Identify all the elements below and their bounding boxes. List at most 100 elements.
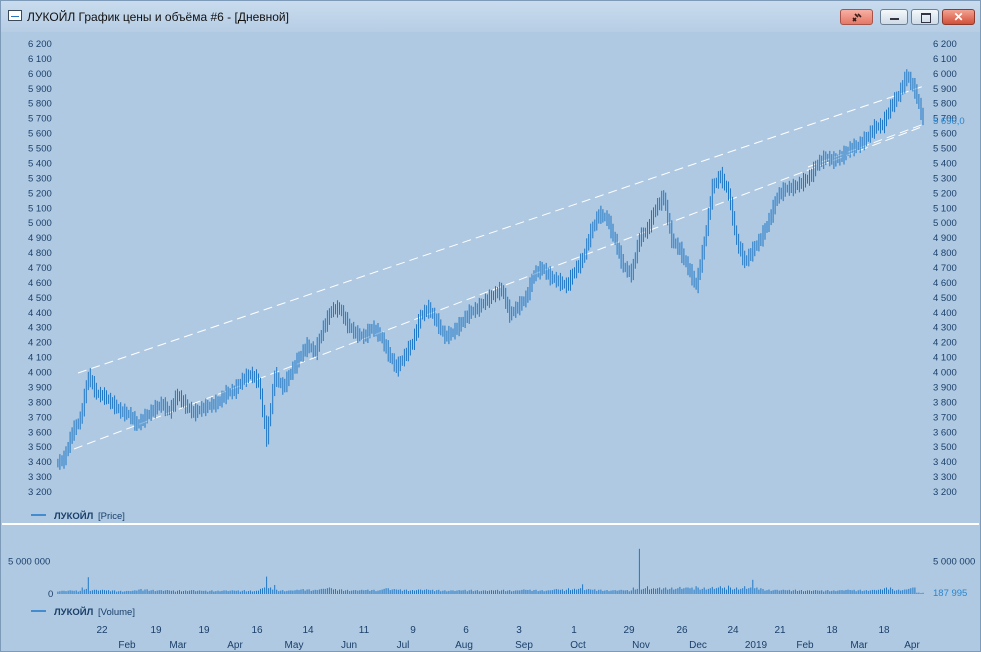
volume-axis-tick-left: 5 000 000 bbox=[8, 557, 50, 568]
price-axis-tick-left: 3 600 bbox=[28, 427, 52, 438]
price-volume-chart[interactable]: 6 200 6 200 6 100 6 100 6 000 6 000 5 900 5 900… bbox=[2, 32, 979, 651]
date-tick-month: Feb bbox=[118, 640, 136, 651]
date-tick-day: 22 bbox=[96, 625, 108, 636]
price-axis-tick-right: 4 400 bbox=[933, 308, 957, 319]
maximize-button[interactable] bbox=[911, 9, 939, 25]
price-axis-tick-left: 5 900 bbox=[28, 84, 52, 95]
volume-axis-tick-right: 5 000 000 bbox=[933, 557, 975, 568]
date-tick-month: Jul bbox=[397, 640, 410, 651]
date-tick-month: Mar bbox=[850, 640, 868, 651]
price-axis-tick-left: 3 800 bbox=[28, 397, 52, 408]
price-axis-tick-left: 5 600 bbox=[28, 129, 52, 140]
price-axis-tick-right: 5 100 bbox=[933, 203, 957, 214]
window-title: ЛУКОЙЛ График цены и объёма #6 - [Дневно… bbox=[27, 10, 289, 24]
price-axis-tick-left: 4 200 bbox=[28, 338, 52, 349]
volume-axis-labels: 5 000 000 0 5 000 000 bbox=[8, 557, 975, 600]
price-axis-tick-right: 4 200 bbox=[933, 338, 957, 349]
date-tick-month: Jun bbox=[341, 640, 357, 651]
price-axis-tick-left: 5 000 bbox=[28, 218, 52, 229]
date-tick-day: 16 bbox=[251, 625, 263, 636]
price-axis-tick-right: 5 900 bbox=[933, 84, 957, 95]
price-axis-tick-right: 4 700 bbox=[933, 263, 957, 274]
price-axis-tick-right: 5 800 bbox=[933, 99, 957, 110]
price-axis-tick-right: 5 600 bbox=[933, 129, 957, 140]
price-axis-tick-left: 4 500 bbox=[28, 293, 52, 304]
price-axis-tick-right: 5 500 bbox=[933, 144, 957, 155]
price-axis-tick-right: 3 400 bbox=[933, 457, 957, 468]
channel-lower-line bbox=[73, 125, 925, 450]
date-tick-day: 21 bbox=[774, 625, 786, 636]
close-icon: ✕ bbox=[953, 10, 964, 24]
minimize-button[interactable] bbox=[880, 9, 908, 25]
price-legend-tag: [Price] bbox=[98, 511, 125, 522]
price-axis-tick-left: 3 700 bbox=[28, 412, 52, 423]
price-axis-tick-right: 3 300 bbox=[933, 472, 957, 483]
date-tick-day: 24 bbox=[727, 625, 739, 636]
price-axis-tick-left: 6 100 bbox=[28, 54, 52, 65]
price-axis-tick-left: 4 700 bbox=[28, 263, 52, 274]
price-axis-tick-right: 6 000 bbox=[933, 69, 957, 80]
date-tick-day: 19 bbox=[150, 625, 162, 636]
price-axis-tick-left: 5 200 bbox=[28, 188, 52, 199]
price-legend: ЛУКОЙЛ [Price] bbox=[31, 510, 125, 522]
channel-upper-line bbox=[77, 85, 925, 374]
date-tick-month: Nov bbox=[632, 640, 650, 651]
price-axis-tick-right: 4 100 bbox=[933, 353, 957, 364]
price-channel-lines bbox=[73, 85, 925, 450]
price-axis-tick-right: 5 400 bbox=[933, 158, 957, 169]
price-last-value-label: 5 690,0 bbox=[933, 116, 965, 127]
price-axis-tick-right: 3 700 bbox=[933, 412, 957, 423]
date-tick-day: 3 bbox=[516, 625, 522, 636]
chart-app-icon[interactable] bbox=[8, 10, 22, 21]
price-axis-tick-right: 4 900 bbox=[933, 233, 957, 244]
close-button[interactable]: ✕ bbox=[942, 9, 975, 25]
price-axis-tick-right: 4 300 bbox=[933, 323, 957, 334]
price-axis-tick-right: 3 500 bbox=[933, 442, 957, 453]
price-axis-tick-left: 4 600 bbox=[28, 278, 52, 289]
price-axis-tick-left: 5 400 bbox=[28, 158, 52, 169]
price-axis-tick-right: 4 000 bbox=[933, 368, 957, 379]
date-tick-day: 19 bbox=[198, 625, 210, 636]
price-axis-tick-left: 4 000 bbox=[28, 368, 52, 379]
date-tick-month: May bbox=[285, 640, 304, 651]
title-bar[interactable]: ЛУКОЙЛ График цены и объёма #6 - [Дневно… bbox=[1, 1, 980, 32]
price-axis-tick-left: 4 800 bbox=[28, 248, 52, 259]
price-axis-tick-right: 3 600 bbox=[933, 427, 957, 438]
price-axis-tick-left: 5 700 bbox=[28, 114, 52, 125]
price-axis-tick-left: 5 500 bbox=[28, 144, 52, 155]
price-axis-tick-right: 5 200 bbox=[933, 188, 957, 199]
price-axis-tick-right: 5 300 bbox=[933, 173, 957, 184]
price-axis-tick-right: 6 100 bbox=[933, 54, 957, 65]
price-axis-tick-left: 3 200 bbox=[28, 487, 52, 498]
volume-last-value-label: 187 995 bbox=[933, 588, 967, 599]
volume-axis-tick-left: 0 bbox=[48, 589, 53, 600]
price-axis-tick-left: 6 000 bbox=[28, 69, 52, 80]
price-axis-tick-left: 3 300 bbox=[28, 472, 52, 483]
price-legend-name: ЛУКОЙЛ bbox=[54, 510, 94, 522]
date-tick-month: Feb bbox=[796, 640, 814, 651]
price-axis-tick-left: 3 900 bbox=[28, 382, 52, 393]
date-tick-month: Sep bbox=[515, 640, 533, 651]
price-axis-tick-right: 6 200 bbox=[933, 39, 957, 50]
date-tick-day: 14 bbox=[302, 625, 314, 636]
date-tick-day: 11 bbox=[359, 625, 370, 636]
price-axis-tick-left: 5 800 bbox=[28, 99, 52, 110]
price-axis-tick-left: 6 200 bbox=[28, 39, 52, 50]
price-axis-tick-left: 4 400 bbox=[28, 308, 52, 319]
link-button[interactable] bbox=[840, 9, 873, 25]
date-tick-month: 2019 bbox=[745, 640, 768, 651]
price-axis-tick-right: 4 600 bbox=[933, 278, 957, 289]
price-axis-tick-right: 3 900 bbox=[933, 382, 957, 393]
date-tick-month: Oct bbox=[570, 640, 586, 651]
date-tick-day: 29 bbox=[623, 625, 635, 636]
date-tick-day: 26 bbox=[676, 625, 688, 636]
price-axis-tick-right: 3 800 bbox=[933, 397, 957, 408]
price-axis-tick-left: 3 400 bbox=[28, 457, 52, 468]
price-axis-tick-left: 4 300 bbox=[28, 323, 52, 334]
date-tick-day: 18 bbox=[826, 625, 838, 636]
price-axis-tick-left: 3 500 bbox=[28, 442, 52, 453]
date-axis: 22 19 19 16 14 11 9 6 3 1 29 26 24 21 18 18 Feb Mar Apr May… bbox=[96, 625, 920, 651]
price-axis-tick-right: 4 500 bbox=[933, 293, 957, 304]
date-tick-month: Dec bbox=[689, 640, 707, 651]
